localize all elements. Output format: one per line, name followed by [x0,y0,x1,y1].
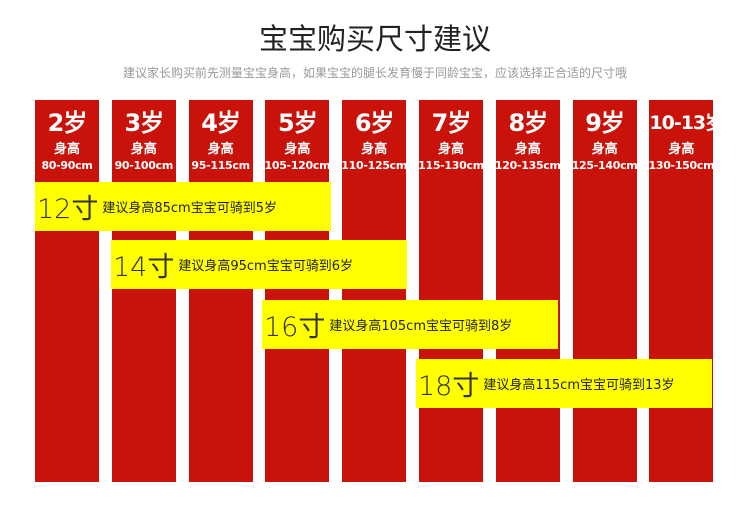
height-range: 105-120cm [264,159,331,172]
age-label: 5岁 [278,109,318,137]
age-column: 8岁身高 120-135cm [495,100,561,482]
height-range: 110-125cm [341,159,408,172]
height-range: 80-90cm [41,159,93,172]
wheel-size: 18寸 [418,371,480,402]
age-column: 5岁身高 105-120cm [265,100,331,482]
size-band: 14寸 建议身高95cm宝宝可骑到6岁 [111,240,407,289]
size-band: 18寸 建议身高115cm宝宝可骑到13岁 [416,359,712,408]
height-label: 身高 [591,142,618,157]
height-label: 身高 [514,142,541,157]
height-label: 身高 [361,142,388,157]
height-label: 身高 [53,142,80,157]
height-label: 身高 [284,142,311,157]
age-column: 9岁身高 125-140cm [572,100,638,482]
age-column: 6岁身高 110-125cm [341,100,407,482]
height-range: 95-115cm [191,159,250,172]
age-label: 4岁 [201,109,241,137]
size-band: 16寸 建议身高105cm宝宝可骑到8岁 [262,300,558,349]
size-band: 12寸 建议身高85cm宝宝可骑到5岁 [35,182,331,231]
height-range: 125-140cm [571,159,638,172]
age-column: 2岁身高 80-90cm [35,100,99,482]
age-label: 10-13岁 [649,112,724,134]
age-label: 2岁 [47,109,88,137]
height-range: 90-100cm [114,159,174,172]
age-column: 7岁身高 115-130cm [418,100,484,482]
age-label: 8岁 [508,109,548,137]
height-label: 身高 [207,142,234,157]
age-column: 4岁身高 95-115cm [188,100,253,482]
size-advice: 建议身高105cm宝宝可骑到8岁 [329,319,513,334]
wheel-size: 16寸 [264,312,326,343]
title: 宝宝购买尺寸建议 [258,22,491,56]
age-column: 10-13岁身高 130-150cm [649,100,724,482]
height-range: 115-130cm [418,159,484,172]
wheel-size: 14寸 [113,252,175,283]
height-label: 身高 [437,142,464,157]
subtitle: 建议家长购买前先测量宝宝身高，如果宝宝的腿长发育慢于同龄宝宝，应该选择正合适的尺… [122,66,627,80]
height-label: 身高 [130,142,157,157]
size-advice: 建议身高115cm宝宝可骑到13岁 [483,378,675,393]
wheel-size: 12寸 [37,194,99,225]
age-label: 9岁 [585,109,625,137]
size-advice: 建议身高85cm宝宝可骑到5岁 [102,201,277,216]
height-range: 130-150cm [648,159,715,172]
height-label: 身高 [668,142,695,157]
size-advice: 建议身高95cm宝宝可骑到6岁 [178,259,353,274]
age-label: 3岁 [124,109,164,137]
age-label: 7岁 [431,109,472,137]
age-label: 6岁 [354,109,395,137]
age-column: 3岁身高 90-100cm [111,100,176,482]
height-range: 120-135cm [494,159,561,172]
